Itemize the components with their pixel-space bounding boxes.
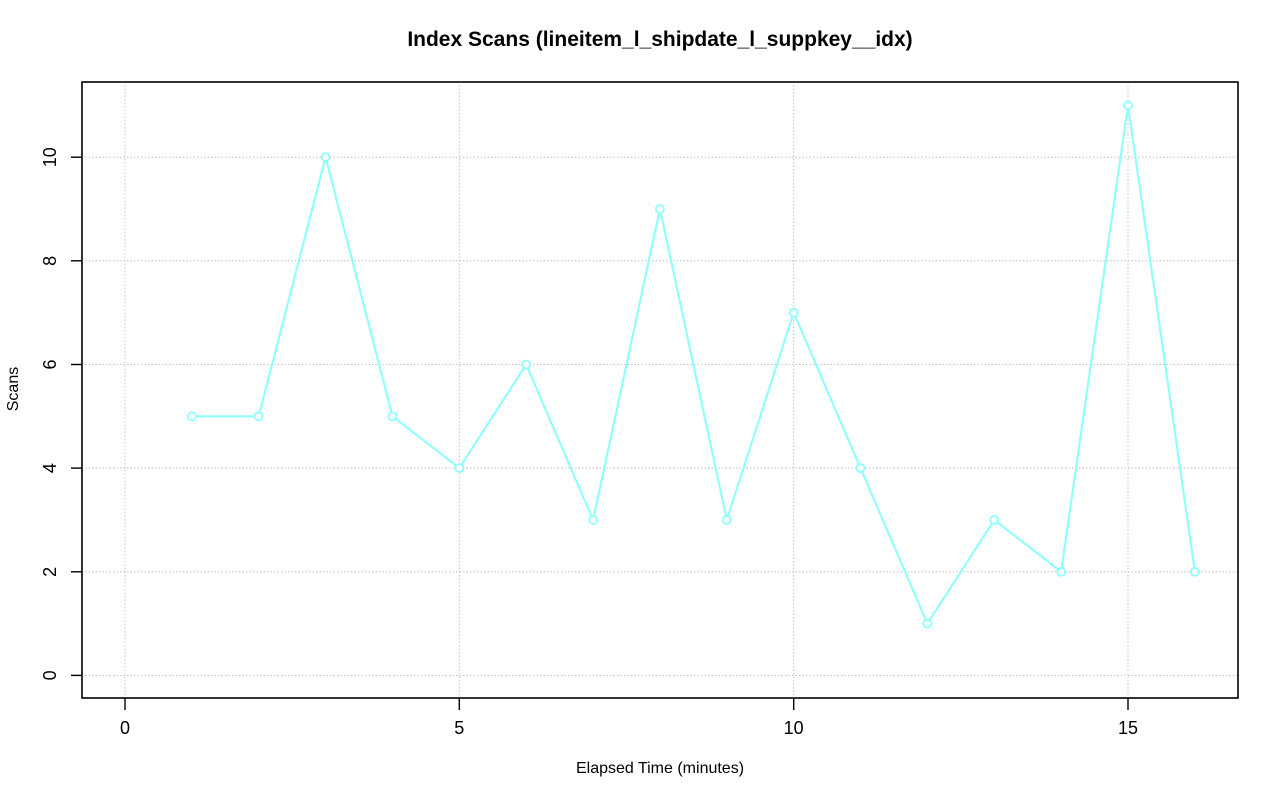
svg-text:10: 10 bbox=[784, 718, 804, 738]
svg-text:0: 0 bbox=[40, 670, 60, 680]
svg-text:8: 8 bbox=[40, 256, 60, 266]
svg-text:Scans: Scans bbox=[5, 367, 22, 411]
svg-text:2: 2 bbox=[40, 567, 60, 577]
svg-text:Index Scans (lineitem_l_shipda: Index Scans (lineitem_l_shipdate_l_suppk… bbox=[407, 28, 912, 51]
svg-text:5: 5 bbox=[454, 718, 464, 738]
svg-text:10: 10 bbox=[40, 147, 60, 167]
svg-text:0: 0 bbox=[120, 718, 130, 738]
svg-text:6: 6 bbox=[40, 359, 60, 369]
svg-text:15: 15 bbox=[1118, 718, 1138, 738]
svg-text:Elapsed Time (minutes): Elapsed Time (minutes) bbox=[576, 760, 744, 777]
svg-text:4: 4 bbox=[40, 463, 60, 473]
